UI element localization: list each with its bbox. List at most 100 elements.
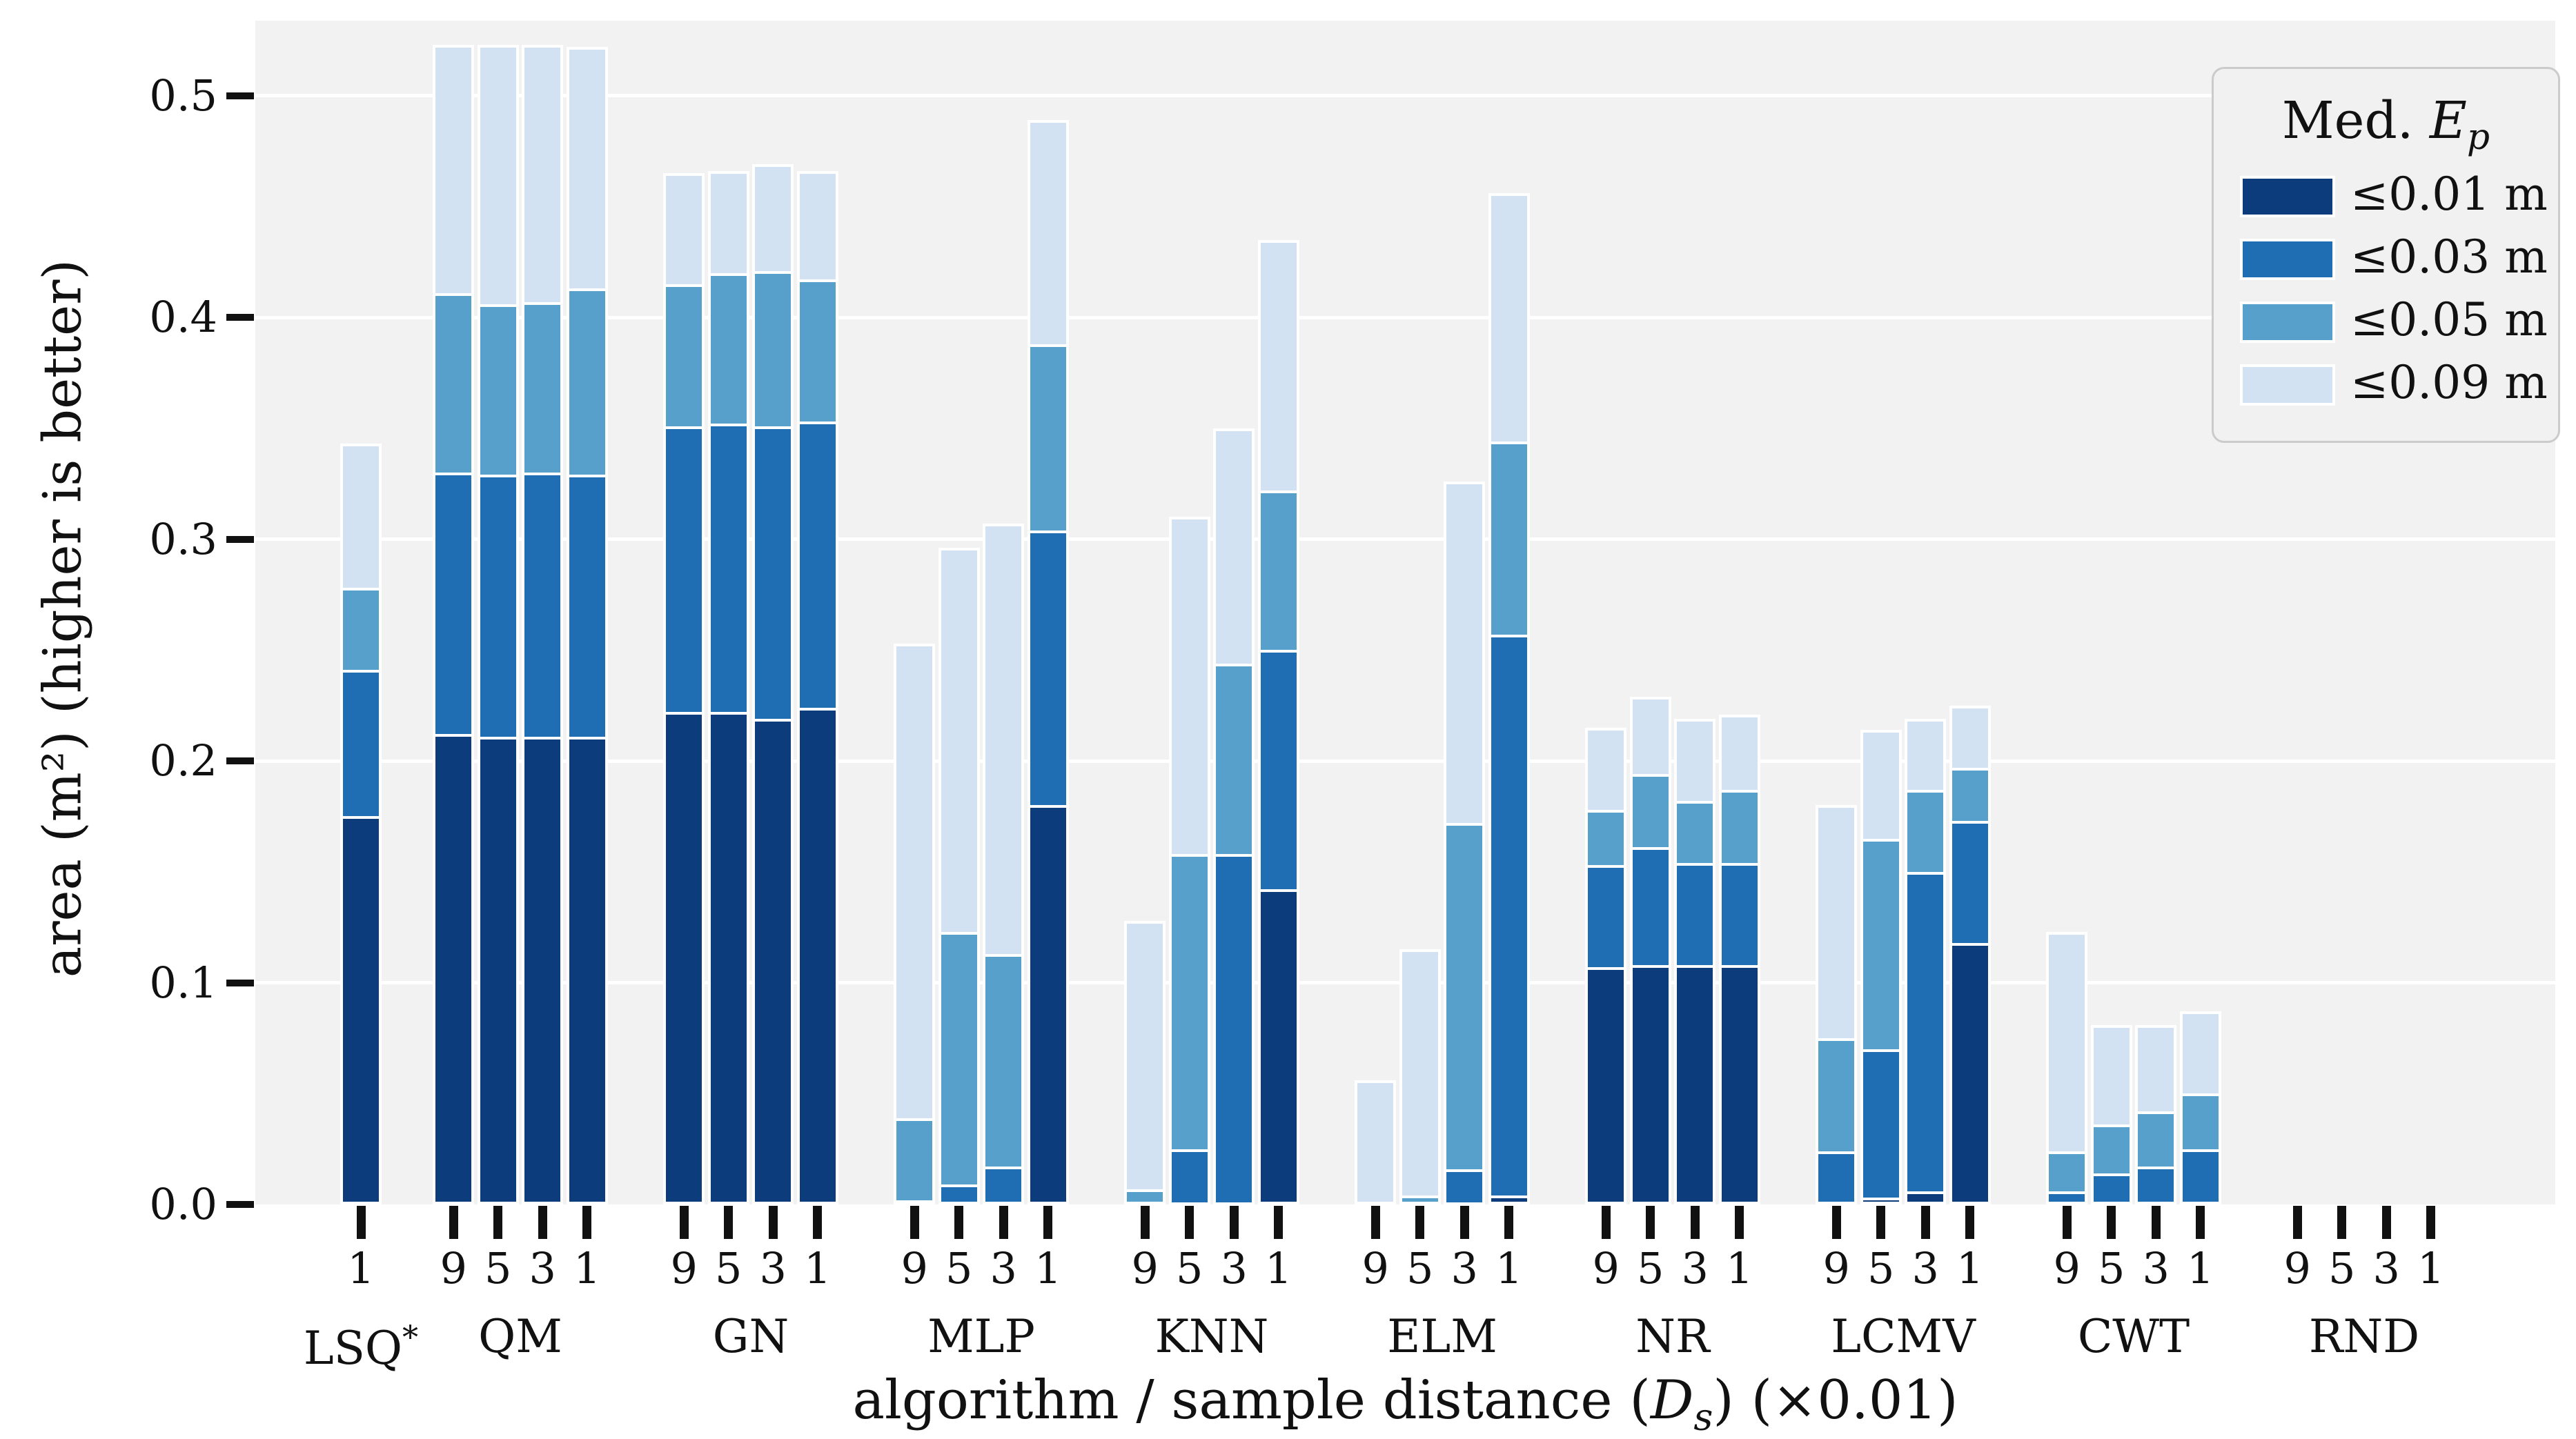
bar-segment [1257,239,1299,493]
bar-segment [894,643,936,1121]
bar-segment [1585,967,1627,1204]
bar-segment [340,444,382,591]
x-tick-label: 5 [484,1243,512,1293]
bar-segment [707,272,749,427]
bar-segment [340,588,382,673]
x-tick-label: 9 [670,1243,698,1293]
x-tick-mark [2381,1206,2391,1239]
bar-segment [1027,530,1069,808]
bar-segment [1674,862,1716,968]
group-label-sup: * [402,1318,419,1356]
bar-segment [1674,800,1716,866]
bar-segment [1257,889,1299,1204]
x-tick-label: 1 [1495,1243,1523,1293]
y-axis-label: area (m²) (higher is better) [31,259,93,978]
bar-segment [522,473,564,740]
legend-item: ≤0.05 m [2214,297,2558,343]
x-tick-mark [1185,1206,1194,1239]
x-tick-mark [2151,1206,2161,1239]
bar-segment [752,270,794,429]
x-tick-label: 9 [901,1243,928,1293]
x-tick-label: 3 [1911,1243,1939,1293]
bar-segment [2135,1167,2177,1204]
bar-segment [1718,714,1760,793]
bar-segment [1585,727,1627,813]
legend-title-variable: E [2429,91,2467,150]
group-label: NR [1635,1310,1710,1363]
bar-segment [2135,1024,2177,1114]
bar-segment [433,734,475,1204]
x-tick-label: 5 [945,1243,973,1293]
group-label: LSQ* [303,1318,419,1375]
bar-segment [983,1167,1025,1204]
x-tick-label: 5 [1637,1243,1664,1293]
x-tick-label: 1 [573,1243,601,1293]
bar-segment [2179,1149,2221,1204]
bar-segment [1949,820,1991,946]
y-tick-label: 0.2 [149,735,217,786]
group-label: LCMV [1831,1310,1976,1363]
gridline [255,315,2555,319]
x-tick-mark [493,1206,503,1239]
bar-segment [477,475,519,740]
bar-segment [707,712,749,1204]
x-tick-mark [1504,1206,1514,1239]
x-tick-mark [1646,1206,1655,1239]
bar-segment [707,424,749,715]
bar-segment [1860,838,1902,1052]
x-tick-mark [449,1206,458,1239]
bar-segment [1027,344,1069,533]
x-tick-label: 9 [1131,1243,1159,1293]
gridline [255,759,2555,763]
group-label: GN [712,1310,789,1363]
group-label: CWT [2077,1310,2190,1363]
bar-segment [1629,774,1671,851]
legend-item: ≤0.03 m [2214,235,2558,280]
bar-segment [796,421,838,711]
bar-segment [1168,517,1210,857]
x-tick-label: 5 [2328,1243,2356,1293]
x-tick-mark [2426,1206,2436,1239]
bar-segment [1399,949,1441,1199]
x-tick-mark [2196,1206,2205,1239]
bar-segment [433,292,475,476]
bar-segment [1629,847,1671,968]
x-axis-label: algorithm / sample distance (Ds) (×0.01) [255,1369,2555,1439]
bar-segment [1816,1151,1858,1204]
x-tick-mark [2337,1206,2347,1239]
y-tick-mark [226,535,254,543]
bar-segment [566,288,608,478]
bar-segment [522,44,564,305]
y-tick-mark [226,979,254,986]
legend: Med. Ep ≤0.01 m ≤0.03 m ≤0.05 m ≤0.09 m [2212,67,2560,443]
x-tick-label: 1 [1726,1243,1753,1293]
bar-segment [2179,1093,2221,1152]
x-axis-label-text: algorithm / sample distance ( [852,1369,1651,1431]
bar-segment [1168,854,1210,1152]
x-tick-mark [1459,1206,1469,1239]
bar-segment [1905,718,1947,793]
x-tick-label: 9 [1361,1243,1389,1293]
x-tick-mark [679,1206,689,1239]
bar-segment [2179,1011,2221,1097]
bar-segment [938,548,980,935]
x-tick-mark [1831,1206,1841,1239]
legend-swatch [2240,301,2335,343]
bar-segment [2090,1024,2132,1128]
x-tick-label: 3 [1451,1243,1478,1293]
y-tick-label: 0.5 [149,70,217,121]
bar-segment [1355,1080,1397,1204]
x-tick-mark [999,1206,1008,1239]
x-tick-label: 5 [715,1243,743,1293]
bar-segment [1488,192,1530,445]
legend-label: ≤0.05 m [2350,293,2548,346]
bar-segment [1629,696,1671,777]
bar-segment [1585,809,1627,869]
x-tick-mark [1690,1206,1700,1239]
bar-segment [663,173,705,287]
bar-segment [983,953,1025,1170]
bar-segment [1213,663,1255,857]
x-tick-mark [1876,1206,1886,1239]
x-tick-label: 5 [1406,1243,1434,1293]
